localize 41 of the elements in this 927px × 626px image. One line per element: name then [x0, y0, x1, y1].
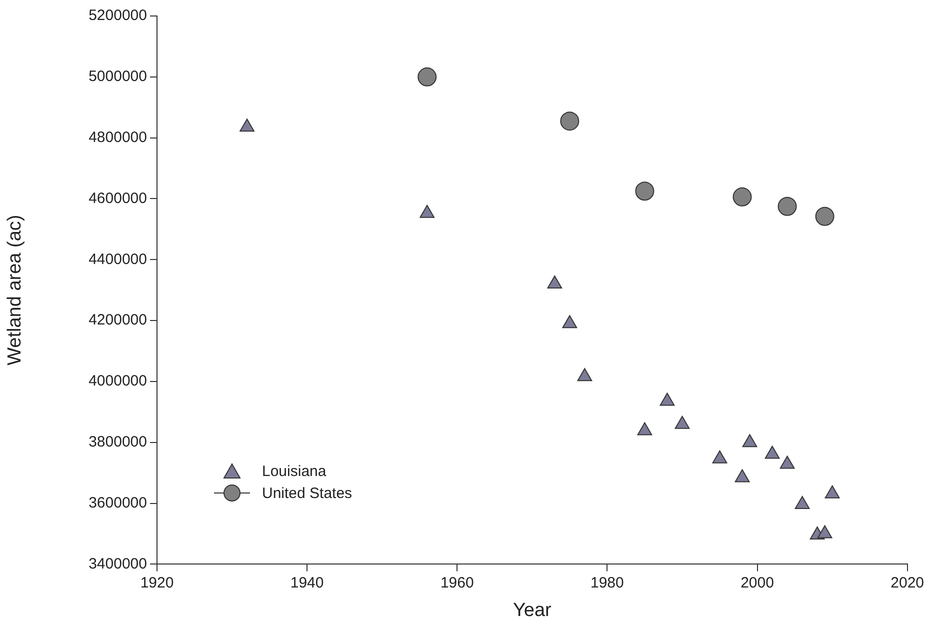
- x-tick-label: 2000: [740, 574, 774, 592]
- point: [742, 434, 758, 448]
- legend-label: Louisiana: [262, 462, 326, 480]
- point: [817, 525, 832, 538]
- x-tick-label: 2020: [890, 574, 924, 592]
- x-tick-label: 1960: [440, 574, 474, 592]
- y-tick-label: 5200000: [88, 7, 147, 24]
- y-tick-label: 3400000: [88, 555, 147, 572]
- point: [577, 368, 592, 382]
- point: [778, 196, 797, 216]
- point: [674, 416, 690, 429]
- x-tick-label: 1940: [290, 574, 324, 592]
- y-tick-label: 4800000: [88, 128, 147, 146]
- point: [420, 204, 435, 218]
- point: [824, 485, 840, 498]
- y-tick-label: 4200000: [88, 312, 147, 329]
- point: [780, 456, 795, 469]
- point: [712, 450, 728, 464]
- point: [560, 112, 580, 131]
- point: [660, 392, 675, 406]
- y-tick-label: 3600000: [88, 494, 147, 512]
- point: [562, 315, 578, 328]
- point: [637, 422, 652, 436]
- point: [418, 67, 437, 86]
- point: [794, 496, 810, 510]
- y-axis-title: Wetland area (ac): [4, 214, 26, 366]
- legend-label: United States: [262, 484, 352, 502]
- point: [635, 182, 654, 201]
- x-tick-label: 1980: [590, 574, 624, 592]
- point: [815, 206, 834, 226]
- point: [764, 446, 780, 459]
- y-tick-label: 4600000: [88, 190, 147, 207]
- y-tick-label: 4400000: [88, 250, 147, 268]
- point: [732, 187, 752, 206]
- x-tick-label: 1920: [140, 574, 174, 592]
- y-tick-label: 3800000: [88, 434, 147, 451]
- x-axis-title: Year: [512, 600, 552, 621]
- point: [547, 276, 562, 289]
- y-tick-label: 4000000: [88, 372, 147, 390]
- point: [734, 469, 750, 482]
- y-tick-label: 5000000: [88, 68, 147, 86]
